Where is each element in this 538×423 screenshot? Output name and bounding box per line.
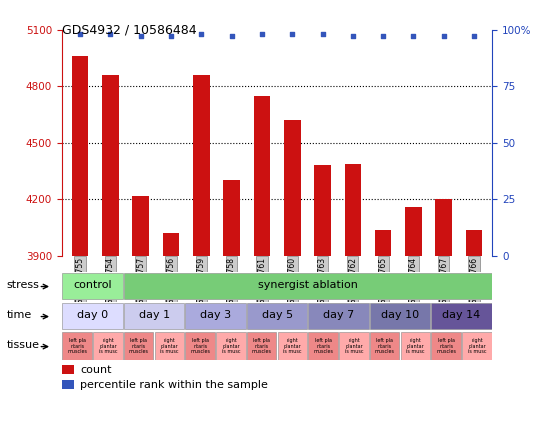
Bar (62, 365, 74, 374)
Text: count: count (80, 365, 111, 375)
Point (227, 33, 236, 40)
Point (167, 33, 175, 40)
Point (197, 31, 206, 38)
Text: synergist ablation: synergist ablation (258, 280, 358, 290)
Point (409, 33, 418, 40)
Text: right
plantar
is musc: right plantar is musc (406, 338, 424, 354)
Text: GDS4932 / 10586484: GDS4932 / 10586484 (62, 23, 196, 36)
Text: stress: stress (7, 280, 40, 289)
Text: day 3: day 3 (200, 310, 231, 320)
Bar (72, 56, 88, 256)
Bar (370, 303, 430, 329)
Text: left pla
ntaris
muscles: left pla ntaris muscles (190, 338, 210, 354)
Bar (62, 273, 123, 299)
Bar (93, 332, 123, 360)
Bar (186, 303, 246, 329)
Point (470, 33, 478, 40)
Text: left pla
ntaris
muscles: left pla ntaris muscles (313, 338, 333, 354)
Bar (284, 120, 301, 256)
Bar (247, 303, 307, 329)
Bar (132, 195, 149, 256)
Bar (186, 332, 215, 360)
Bar (431, 303, 492, 329)
Text: right
plantar
is musc: right plantar is musc (345, 338, 363, 354)
Bar (339, 332, 369, 360)
Bar (314, 165, 331, 256)
Point (106, 31, 115, 38)
Text: day 7: day 7 (323, 310, 354, 320)
Bar (466, 230, 483, 256)
Bar (102, 75, 119, 256)
Text: time: time (7, 310, 32, 319)
Bar (278, 332, 307, 360)
Bar (62, 380, 74, 389)
Bar (193, 75, 210, 256)
Text: right
plantar
is musc: right plantar is musc (222, 338, 240, 354)
Bar (155, 332, 184, 360)
Text: left pla
ntaris
muscles: left pla ntaris muscles (436, 338, 456, 354)
Text: tissue: tissue (7, 340, 40, 349)
Text: day 0: day 0 (77, 310, 108, 320)
Bar (405, 207, 422, 256)
Point (318, 31, 327, 38)
Text: percentile rank within the sample: percentile rank within the sample (80, 379, 268, 390)
Bar (462, 332, 492, 360)
Text: left pla
ntaris
muscles: left pla ntaris muscles (67, 338, 87, 354)
Point (349, 33, 357, 40)
Bar (344, 164, 361, 256)
Text: control: control (73, 280, 112, 290)
Point (76, 31, 84, 38)
Text: right
plantar
is musc: right plantar is musc (160, 338, 179, 354)
Bar (124, 273, 492, 299)
Point (136, 33, 145, 40)
Bar (124, 303, 184, 329)
Bar (435, 199, 452, 256)
Bar (162, 233, 179, 256)
Text: left pla
ntaris
muscles: left pla ntaris muscles (129, 338, 148, 354)
Text: day 1: day 1 (139, 310, 169, 320)
Text: right
plantar
is musc: right plantar is musc (283, 338, 302, 354)
Bar (223, 181, 240, 256)
Bar (62, 332, 92, 360)
Bar (375, 230, 392, 256)
Point (379, 33, 387, 40)
Bar (124, 332, 153, 360)
Point (440, 33, 448, 40)
Text: day 14: day 14 (442, 310, 480, 320)
Text: right
plantar
is musc: right plantar is musc (99, 338, 117, 354)
Bar (431, 332, 461, 360)
Bar (370, 332, 399, 360)
Point (288, 31, 296, 38)
Text: left pla
ntaris
muscles: left pla ntaris muscles (374, 338, 395, 354)
Bar (308, 303, 369, 329)
Text: left pla
ntaris
muscles: left pla ntaris muscles (252, 338, 272, 354)
Bar (216, 332, 246, 360)
Point (258, 31, 266, 38)
Bar (62, 303, 123, 329)
Bar (247, 332, 277, 360)
Bar (308, 332, 338, 360)
Bar (401, 332, 430, 360)
Text: day 5: day 5 (261, 310, 293, 320)
Bar (253, 96, 270, 256)
Text: day 10: day 10 (381, 310, 419, 320)
Text: right
plantar
is musc: right plantar is musc (468, 338, 486, 354)
